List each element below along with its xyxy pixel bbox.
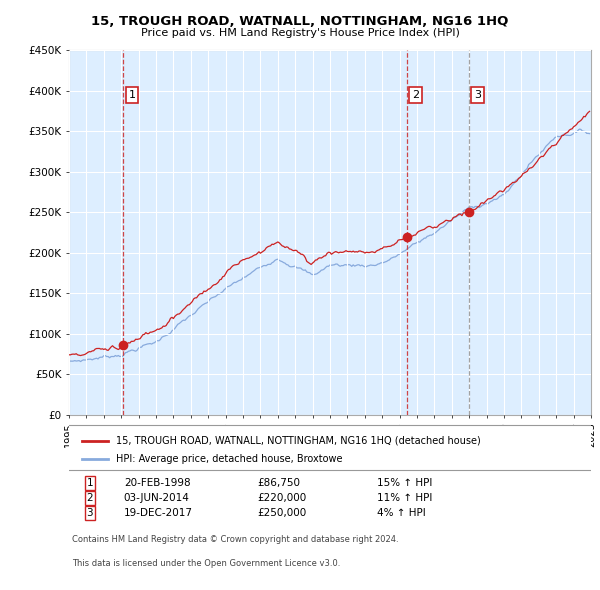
Text: 20-FEB-1998: 20-FEB-1998 <box>124 478 190 488</box>
Text: £220,000: £220,000 <box>257 493 306 503</box>
Text: £250,000: £250,000 <box>257 508 306 518</box>
Text: 1: 1 <box>128 90 136 100</box>
Text: 3: 3 <box>86 508 93 518</box>
Text: 03-JUN-2014: 03-JUN-2014 <box>124 493 190 503</box>
Text: £86,750: £86,750 <box>257 478 300 488</box>
Text: Contains HM Land Registry data © Crown copyright and database right 2024.: Contains HM Land Registry data © Crown c… <box>71 535 398 543</box>
FancyBboxPatch shape <box>67 425 593 470</box>
Text: 15% ↑ HPI: 15% ↑ HPI <box>377 478 433 488</box>
Text: 2: 2 <box>86 493 93 503</box>
Text: This data is licensed under the Open Government Licence v3.0.: This data is licensed under the Open Gov… <box>71 559 340 568</box>
Text: 15, TROUGH ROAD, WATNALL, NOTTINGHAM, NG16 1HQ (detached house): 15, TROUGH ROAD, WATNALL, NOTTINGHAM, NG… <box>116 435 481 445</box>
Text: 2: 2 <box>412 90 419 100</box>
Text: 15, TROUGH ROAD, WATNALL, NOTTINGHAM, NG16 1HQ: 15, TROUGH ROAD, WATNALL, NOTTINGHAM, NG… <box>91 15 509 28</box>
Text: HPI: Average price, detached house, Broxtowe: HPI: Average price, detached house, Brox… <box>116 454 343 464</box>
Text: 1: 1 <box>86 478 93 488</box>
Text: 11% ↑ HPI: 11% ↑ HPI <box>377 493 433 503</box>
Text: Price paid vs. HM Land Registry's House Price Index (HPI): Price paid vs. HM Land Registry's House … <box>140 28 460 38</box>
Text: 3: 3 <box>474 90 481 100</box>
Text: 4% ↑ HPI: 4% ↑ HPI <box>377 508 426 518</box>
Text: 19-DEC-2017: 19-DEC-2017 <box>124 508 193 518</box>
